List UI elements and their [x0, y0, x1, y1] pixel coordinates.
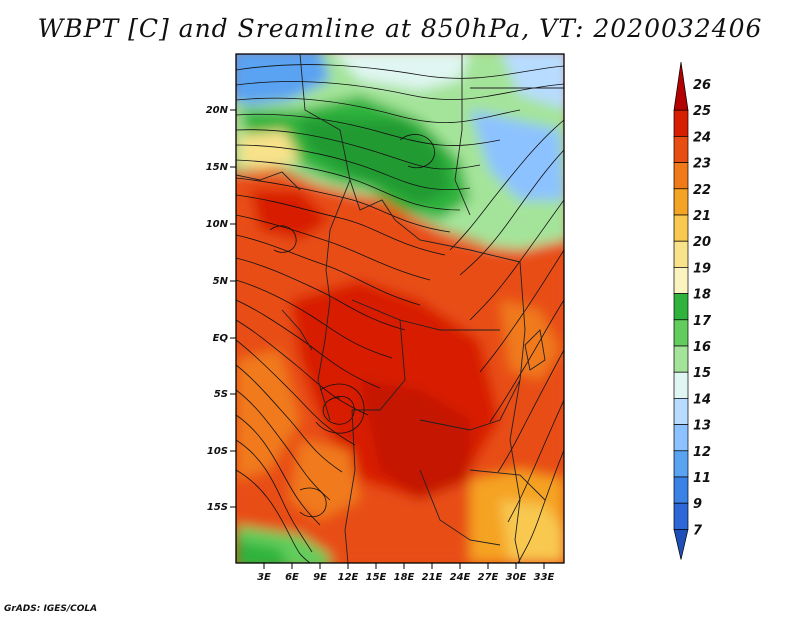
- lon-label: 3E: [257, 572, 271, 583]
- lon-label: 9E: [313, 572, 327, 583]
- colorbar-segment: [673, 424, 689, 452]
- lat-label: EQ: [213, 333, 229, 344]
- colorbar-label: 23: [693, 157, 711, 172]
- colorbar-label: 22: [693, 183, 711, 198]
- lat-label: 10N: [206, 219, 229, 230]
- country-borders: [236, 54, 564, 563]
- colorbar-segment: [673, 136, 689, 163]
- colorbar-label: 7: [693, 523, 703, 538]
- lon-label: 18E: [394, 572, 415, 583]
- map-title: WBPT [C] and Sreamline at 850hPa, VT: 20…: [37, 14, 763, 43]
- colorbar-label: 13: [693, 419, 711, 434]
- lon-label: 12E: [338, 572, 359, 583]
- map-frame: [235, 53, 565, 564]
- latitude-axis: [230, 109, 236, 508]
- lon-label: 6E: [285, 572, 299, 583]
- latitude-labels: 20N 15N 10N 5N EQ 5S 10S 15S: [206, 105, 229, 513]
- lon-label: 24E: [450, 572, 471, 583]
- colorbar-segment: [673, 109, 689, 137]
- wbpt-field: [236, 54, 564, 563]
- colorbar-label: 17: [693, 314, 712, 329]
- colorbar-label: 16: [693, 340, 711, 355]
- colorbar-label: 24: [693, 130, 711, 145]
- colorbar-segment: [673, 293, 689, 321]
- credit-text: GrADS: IGES/COLA: [4, 604, 98, 614]
- lat-label: 5S: [214, 389, 228, 400]
- colorbar-segment: [673, 267, 689, 294]
- colorbar-segment: [673, 529, 689, 560]
- colorbar-segment: [673, 345, 689, 373]
- colorbar-segment: [673, 476, 689, 504]
- colorbar-segment: [673, 450, 689, 478]
- colorbar-segment: [673, 214, 689, 242]
- longitude-labels: 3E 6E 9E 12E 15E 18E 21E 24E 27E 30E 33E: [257, 572, 554, 583]
- colorbar-label: 14: [693, 392, 711, 407]
- lat-label: 20N: [206, 105, 229, 116]
- lat-label: 5N: [213, 276, 229, 287]
- colorbar-segment: [673, 319, 689, 347]
- colorbar-segment: [673, 188, 689, 216]
- longitude-axis: [263, 563, 545, 569]
- colorbar-label: 18: [693, 288, 711, 303]
- colorbar-label: 20: [693, 235, 711, 250]
- colorbar-segment: [673, 162, 689, 190]
- lon-label: 33E: [534, 572, 555, 583]
- colorbar-segment: [673, 502, 689, 530]
- colorbar-label: 15: [693, 366, 711, 381]
- colorbar-label: 25: [693, 104, 711, 119]
- lon-label: 21E: [422, 572, 443, 583]
- colorbar-label: 12: [693, 445, 711, 460]
- colorbar-label: 19: [693, 261, 711, 276]
- colorbar-label: 9: [693, 497, 702, 512]
- lat-label: 15S: [207, 502, 228, 513]
- colorbar-segment: [673, 61, 689, 111]
- lon-label: 30E: [506, 572, 527, 583]
- colorbar-label: 11: [693, 471, 711, 486]
- lat-label: 15N: [206, 162, 229, 173]
- colorbar-segment: [673, 398, 689, 425]
- colorbar-segment: [673, 371, 689, 399]
- colorbar: 26 25 24 23 22 21 20 19 18 17 16 15 14 13 12 11 9 7: [673, 61, 712, 560]
- colorbar-label: 21: [693, 209, 711, 224]
- colorbar-segment: [673, 240, 689, 268]
- lat-label: 10S: [207, 446, 228, 457]
- lon-label: 27E: [478, 572, 499, 583]
- lon-label: 15E: [366, 572, 387, 583]
- colorbar-label: 26: [693, 78, 711, 93]
- streamlines: [236, 64, 564, 563]
